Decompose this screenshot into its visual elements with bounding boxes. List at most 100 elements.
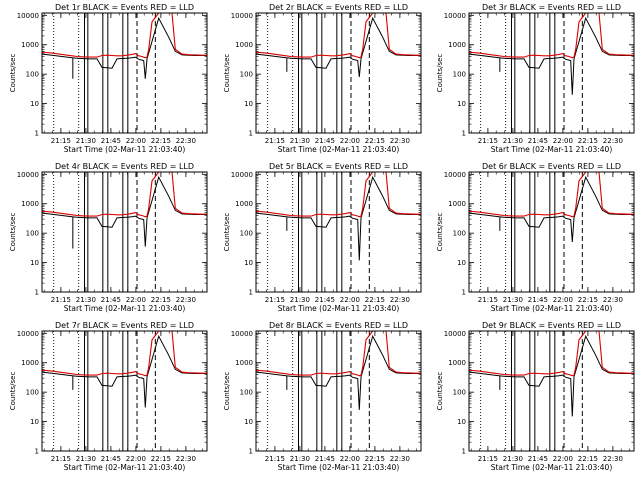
- y-tick-label: 1: [35, 289, 39, 297]
- y-tick-label: 10000: [231, 330, 253, 338]
- y-axis-label: Counts/sec: [223, 54, 231, 93]
- panel-title: Det 4r BLACK = Events RED = LLD: [55, 162, 194, 171]
- x-tick-label: 22:30: [603, 137, 623, 145]
- y-tick-label: 1: [462, 448, 466, 456]
- panel-title: Det 6r BLACK = Events RED = LLD: [482, 162, 621, 171]
- plot-frame: [468, 330, 635, 452]
- x-tick-label: 22:00: [553, 296, 573, 304]
- y-tick-label: 10000: [231, 12, 253, 20]
- x-tick-label: 22:15: [578, 455, 598, 463]
- y-tick-label: 1000: [235, 200, 253, 208]
- plot-frame: [468, 12, 635, 134]
- x-axis-label: Start Time (02-Mar-11 21:03:40): [278, 304, 400, 313]
- x-tick-label: 22:30: [176, 296, 196, 304]
- x-tick-label: 22:15: [578, 296, 598, 304]
- y-tick-label: 10: [457, 259, 466, 267]
- panel-det-2: Det 2r BLACK = Events RED = LLD 1 10 100 100…: [223, 3, 422, 154]
- y-tick-label: 10: [30, 418, 39, 426]
- y-tick-label: 1: [462, 130, 466, 138]
- x-tick-label: 21:45: [528, 296, 548, 304]
- y-tick-label: 10000: [17, 12, 39, 20]
- y-tick-label: 10000: [17, 330, 39, 338]
- y-tick-label: 1000: [235, 41, 253, 49]
- x-axis-label: Start Time (02-Mar-11 21:03:40): [64, 304, 186, 313]
- plot-frame: [41, 12, 208, 134]
- x-tick-label: 21:15: [478, 296, 498, 304]
- x-tick-label: 21:45: [101, 137, 121, 145]
- x-tick-label: 22:00: [340, 296, 360, 304]
- panel-title: Det 2r BLACK = Events RED = LLD: [269, 3, 408, 12]
- lld-series-line: [42, 13, 207, 59]
- x-tick-label: 22:00: [126, 296, 146, 304]
- lld-series-line: [256, 13, 421, 59]
- x-axis-label: Start Time (02-Mar-11 21:03:40): [64, 145, 186, 154]
- panel-det-7: Det 7r BLACK = Events RED = LLD 1 10 100 100…: [9, 321, 208, 472]
- x-tick-label: 21:30: [503, 296, 523, 304]
- panel-det-5: Det 5r BLACK = Events RED = LLD 1 10 100 100…: [223, 162, 422, 313]
- x-tick-label: 21:15: [265, 296, 285, 304]
- events-series-line: [42, 334, 207, 408]
- y-tick-label: 100: [26, 389, 39, 397]
- y-tick-label: 10000: [444, 171, 466, 179]
- y-tick-label: 1: [249, 448, 253, 456]
- x-tick-label: 21:45: [315, 296, 335, 304]
- y-axis-label: Counts/sec: [223, 372, 231, 411]
- events-series-line: [469, 16, 634, 95]
- y-tick-label: 10000: [444, 330, 466, 338]
- x-tick-label: 22:15: [365, 455, 385, 463]
- x-tick-label: 22:15: [151, 455, 171, 463]
- x-tick-label: 21:30: [76, 137, 96, 145]
- y-axis-label: Counts/sec: [436, 54, 444, 93]
- x-tick-label: 21:15: [478, 455, 498, 463]
- x-tick-label: 22:30: [603, 455, 623, 463]
- y-axis-label: Counts/sec: [9, 213, 17, 252]
- y-tick-label: 1000: [21, 200, 39, 208]
- events-series-line: [256, 334, 421, 410]
- x-tick-label: 21:30: [290, 455, 310, 463]
- panel-title: Det 7r BLACK = Events RED = LLD: [55, 321, 194, 330]
- y-tick-label: 1: [35, 448, 39, 456]
- x-axis-label: Start Time (02-Mar-11 21:03:40): [491, 145, 613, 154]
- x-tick-label: 22:30: [176, 455, 196, 463]
- x-tick-label: 21:30: [503, 137, 523, 145]
- panel-det-8: Det 8r BLACK = Events RED = LLD 1 10 100 100…: [223, 321, 422, 472]
- plot-frame: [255, 171, 422, 293]
- y-tick-label: 1: [462, 289, 466, 297]
- y-axis-label: Counts/sec: [9, 54, 17, 93]
- events-series-line: [42, 16, 207, 79]
- y-tick-label: 10: [457, 100, 466, 108]
- y-tick-label: 10: [244, 418, 253, 426]
- events-series-line: [256, 16, 421, 78]
- x-tick-label: 21:45: [315, 455, 335, 463]
- y-axis-label: Counts/sec: [9, 372, 17, 411]
- y-tick-label: 100: [26, 230, 39, 238]
- y-tick-label: 1000: [448, 200, 466, 208]
- x-tick-label: 21:15: [265, 455, 285, 463]
- panel-title: Det 1r BLACK = Events RED = LLD: [55, 3, 194, 12]
- x-tick-label: 21:30: [76, 455, 96, 463]
- x-tick-label: 22:30: [390, 296, 410, 304]
- x-tick-label: 22:30: [390, 137, 410, 145]
- y-tick-label: 10: [244, 259, 253, 267]
- x-tick-label: 21:15: [51, 296, 71, 304]
- x-tick-label: 21:15: [51, 137, 71, 145]
- x-tick-label: 21:15: [51, 455, 71, 463]
- y-tick-label: 1000: [448, 41, 466, 49]
- plot-frame: [255, 330, 422, 452]
- y-axis-label: Counts/sec: [223, 213, 231, 252]
- y-tick-label: 1: [249, 289, 253, 297]
- y-tick-label: 10: [30, 259, 39, 267]
- x-tick-label: 22:15: [578, 137, 598, 145]
- lld-series-line: [469, 13, 634, 59]
- y-tick-label: 1: [249, 130, 253, 138]
- x-tick-label: 21:45: [315, 137, 335, 145]
- y-tick-label: 100: [453, 389, 466, 397]
- x-tick-label: 22:00: [553, 455, 573, 463]
- x-axis-label: Start Time (02-Mar-11 21:03:40): [278, 145, 400, 154]
- events-series-line: [256, 175, 421, 261]
- lld-series-line: [42, 172, 207, 218]
- x-tick-label: 22:30: [390, 455, 410, 463]
- panel-title: Det 8r BLACK = Events RED = LLD: [269, 321, 408, 330]
- y-tick-label: 1: [35, 130, 39, 138]
- x-axis-label: Start Time (02-Mar-11 21:03:40): [64, 463, 186, 472]
